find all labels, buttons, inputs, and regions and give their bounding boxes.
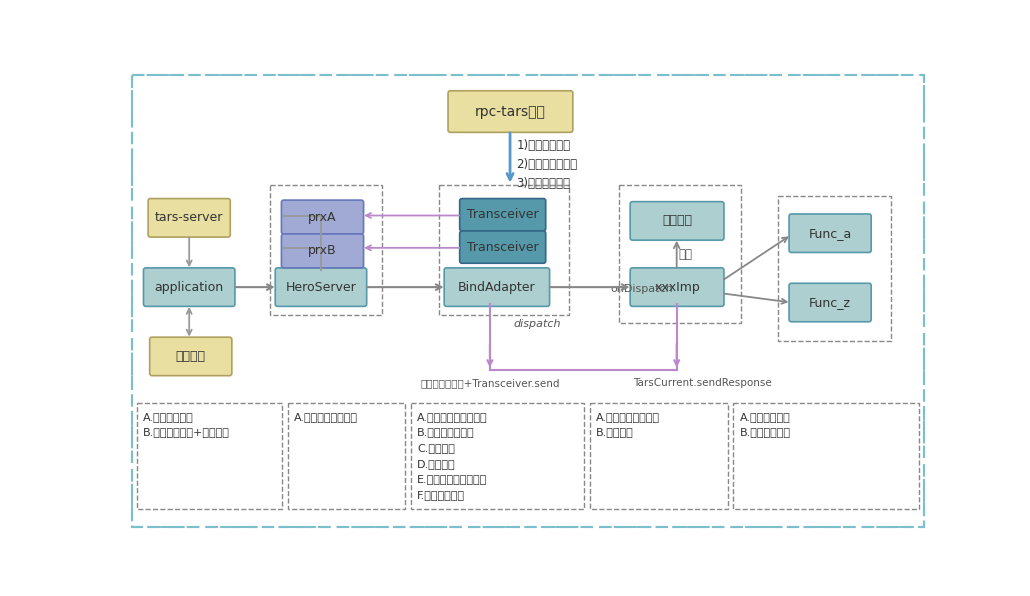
FancyBboxPatch shape xyxy=(789,214,871,253)
Text: A.业务逻辑处理
B.返回处理结果: A.业务逻辑处理 B.返回处理结果 xyxy=(740,412,790,437)
FancyBboxPatch shape xyxy=(630,268,724,306)
Bar xyxy=(287,403,406,509)
Bar xyxy=(137,403,282,509)
Text: A.客户端连接池的管理
B.接受和发送数据
C.请求分发
D.过载保护
E.耗时等数据统计上报
F.请求队列管理: A.客户端连接池的管理 B.接受和发送数据 C.请求分发 D.过载保护 E.耗时… xyxy=(417,412,487,500)
Text: xxxImp: xxxImp xyxy=(654,281,700,294)
FancyBboxPatch shape xyxy=(281,200,364,234)
Text: 编解码类: 编解码类 xyxy=(662,215,692,228)
Text: onDispatch: onDispatch xyxy=(611,284,674,294)
Bar xyxy=(590,403,728,509)
Bar xyxy=(619,185,741,322)
Text: Func_a: Func_a xyxy=(809,226,852,240)
Text: rpc-tars协议: rpc-tars协议 xyxy=(475,104,546,119)
FancyBboxPatch shape xyxy=(143,268,235,306)
Bar xyxy=(733,403,919,509)
Text: A.函数参数的编解码
B.函数分发: A.函数参数的编解码 B.函数分发 xyxy=(596,412,660,437)
FancyBboxPatch shape xyxy=(459,231,546,263)
Text: TarsCurrent.sendResponse: TarsCurrent.sendResponse xyxy=(632,378,771,388)
FancyBboxPatch shape xyxy=(281,234,364,268)
Text: A.读取配置文件
B.初始化端口类+绑定端口: A.读取配置文件 B.初始化端口类+绑定端口 xyxy=(143,412,230,437)
Text: BindAdapter: BindAdapter xyxy=(458,281,536,294)
FancyBboxPatch shape xyxy=(444,268,550,306)
FancyBboxPatch shape xyxy=(448,91,573,132)
Text: prxB: prxB xyxy=(308,244,337,257)
Text: 1)提供打包函数
2)提供完整性判断
3)提供解包函数: 1)提供打包函数 2)提供完整性判断 3)提供解包函数 xyxy=(516,139,578,190)
Text: application: application xyxy=(154,281,224,294)
FancyBboxPatch shape xyxy=(789,283,871,322)
Text: Func_z: Func_z xyxy=(810,296,851,309)
Bar xyxy=(270,185,382,315)
Text: 继承: 继承 xyxy=(678,249,692,261)
FancyBboxPatch shape xyxy=(459,198,546,231)
Text: A.第三方协议管理类: A.第三方协议管理类 xyxy=(294,412,357,422)
Text: tars-server: tars-server xyxy=(154,212,224,224)
Text: 对返回参数编码+Transceiver.send: 对返回参数编码+Transceiver.send xyxy=(420,378,559,388)
Text: Transceiver: Transceiver xyxy=(467,241,539,253)
Text: 配置文件: 配置文件 xyxy=(176,350,206,363)
FancyBboxPatch shape xyxy=(630,201,724,240)
Text: Transceiver: Transceiver xyxy=(467,208,539,221)
FancyBboxPatch shape xyxy=(275,268,367,306)
Bar xyxy=(439,185,569,315)
Bar xyxy=(779,196,891,341)
Bar xyxy=(411,403,584,509)
Text: prxA: prxA xyxy=(308,210,337,224)
FancyBboxPatch shape xyxy=(148,198,231,237)
FancyBboxPatch shape xyxy=(149,337,232,375)
Text: dispatch: dispatch xyxy=(514,319,561,330)
Text: HeroServer: HeroServer xyxy=(285,281,356,294)
